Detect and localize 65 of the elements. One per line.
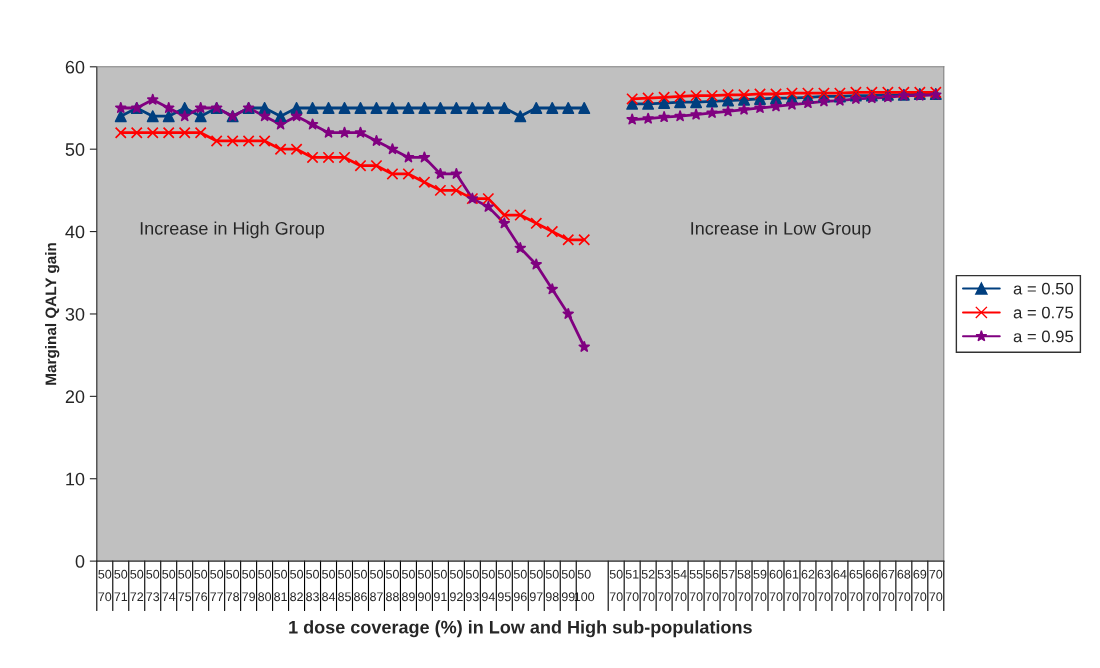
x-tick-label: 50 82 [290, 569, 304, 602]
x-tick-label: 50 86 [354, 569, 367, 602]
x-tick-label: 50 80 [258, 569, 272, 602]
x-tick-label: 64 70 [833, 569, 847, 602]
y-axis-title: Marginal QALY gain [45, 243, 60, 385]
y-tick-label: 0 [75, 555, 85, 568]
x-tick-label: 50 97 [529, 569, 543, 602]
x-tick-label: 50 84 [322, 569, 336, 602]
x-tick-label: 62 70 [801, 569, 815, 602]
x-tick-label: 70 70 [929, 569, 943, 602]
x-tick-label: 50 90 [417, 569, 431, 602]
x-tick-label: 55 70 [689, 569, 703, 602]
x-tick-label: 66 70 [865, 569, 879, 602]
x-axis-title: 1 dose coverage (%) in Low and High sub-populations [289, 620, 752, 638]
legend-label: a = 0.75 [1013, 306, 1074, 319]
x-tick-label: 50 85 [338, 569, 351, 602]
x-tick-label: 63 70 [817, 569, 831, 602]
y-tick-label: 20 [65, 390, 85, 404]
x-tick-label: 50 89 [401, 569, 415, 602]
annotation: Increase in High Group [140, 221, 325, 239]
y-tick-label: 10 [66, 472, 85, 486]
x-tick-label: 50 71 [114, 569, 128, 602]
x-tick-label: 54 70 [673, 569, 687, 602]
x-tick-label: 50 91 [433, 569, 447, 602]
legend-label: a = 0.95 [1013, 330, 1074, 343]
x-tick-label: 50 81 [274, 569, 288, 602]
x-tick-label: 50 73 [146, 569, 160, 602]
x-tick-label: 51 70 [625, 569, 639, 602]
x-tick-label: 50 98 [545, 569, 559, 602]
x-tick-label: 50 77 [210, 569, 224, 602]
x-tick-label: 57 70 [721, 569, 735, 602]
x-tick-label: 50 99 [561, 569, 575, 602]
x-tick-label: 50 94 [481, 569, 495, 602]
x-tick-label: 52 70 [641, 569, 655, 602]
x-tick-label: 50 75 [178, 569, 192, 602]
x-tick-label: 50 96 [513, 569, 527, 602]
x-tick-label: 50 70 [98, 569, 112, 602]
annotation: Increase in Low Group [691, 221, 871, 239]
x-tick-label: 68 70 [897, 569, 911, 602]
x-tick-label: 65 70 [849, 569, 863, 602]
x-tick-label: 58 70 [737, 569, 751, 602]
y-tick-label: 30 [65, 307, 85, 321]
x-tick-label: 67 70 [881, 569, 895, 602]
x-tick-label: 50 87 [370, 569, 383, 602]
x-tick-label: 50 76 [194, 569, 208, 602]
x-tick-label: 50 93 [465, 569, 479, 602]
x-tick-label: 50 74 [162, 569, 176, 602]
x-tick-label: 60 70 [769, 569, 783, 602]
x-tick-label: 50 88 [386, 569, 399, 602]
y-tick-label: 60 [65, 60, 85, 74]
y-tick-label: 50 [65, 143, 85, 156]
x-tick-label: 56 70 [705, 569, 719, 602]
x-tick-label: 50 70 [609, 569, 623, 602]
x-tick-label: 50 83 [306, 569, 320, 602]
legend-label: a = 0.50 [1013, 282, 1074, 295]
y-tick-label: 40 [65, 225, 85, 239]
x-tick-label: 50 92 [449, 569, 463, 602]
x-tick-label: 50 95 [497, 569, 511, 602]
x-tick-label: 50 72 [130, 569, 144, 602]
x-tick-label: 69 70 [913, 569, 927, 602]
x-tick-label: 53 70 [657, 569, 671, 602]
x-tick-label: 61 70 [785, 569, 799, 602]
x-tick-label: 59 70 [753, 569, 767, 602]
x-tick-label: 50 78 [226, 569, 240, 602]
x-tick-label: 50 79 [242, 569, 256, 602]
